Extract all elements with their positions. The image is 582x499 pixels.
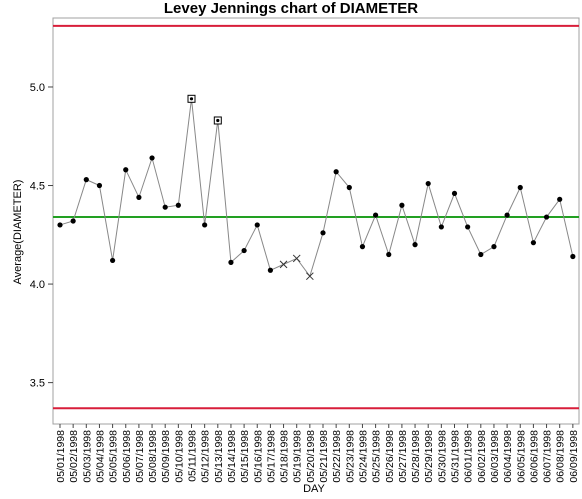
data-point — [465, 224, 471, 230]
data-point — [333, 169, 339, 175]
series-line — [59, 98, 574, 278]
data-point — [123, 167, 129, 173]
x-tick-label: 05/08/1998 — [147, 430, 159, 483]
data-point-excluded — [292, 254, 301, 263]
x-tick-label: 05/13/1998 — [213, 430, 225, 483]
x-tick-label: 05/20/1998 — [305, 430, 317, 483]
y-tick-label: 5.0 — [30, 82, 45, 94]
x-tick-label: 06/03/1998 — [489, 430, 501, 483]
x-tick-label: 05/26/1998 — [384, 430, 396, 483]
x-tick-label: 05/06/1998 — [121, 430, 133, 483]
x-tick-label: 05/03/1998 — [81, 430, 93, 483]
x-tick-label: 06/06/1998 — [528, 430, 540, 483]
x-tick-label: 05/27/1998 — [397, 430, 409, 483]
data-point — [175, 202, 181, 208]
y-tick-label: 4.0 — [30, 279, 45, 291]
data-point — [320, 230, 326, 236]
data-point — [228, 259, 234, 265]
data-point — [57, 222, 63, 228]
x-tick-label: 06/09/1998 — [568, 430, 580, 483]
x-tick-label: 06/05/1998 — [515, 430, 527, 483]
x-tick-label: 05/05/1998 — [108, 430, 120, 483]
y-tick-label: 3.5 — [30, 378, 45, 390]
data-point — [254, 222, 260, 228]
data-point — [149, 155, 155, 161]
data-point — [373, 212, 379, 218]
data-point-center — [216, 118, 220, 123]
x-tick-label: 05/23/1998 — [344, 430, 356, 483]
x-tick-label: 05/28/1998 — [410, 430, 422, 483]
data-point-excluded — [279, 260, 288, 269]
data-point — [202, 222, 208, 228]
x-tick-label: 05/04/1998 — [94, 430, 106, 483]
data-point — [425, 180, 431, 187]
x-tick-label: 06/04/1998 — [502, 430, 514, 483]
x-tick-label: 05/31/1998 — [450, 430, 462, 483]
x-tick-label: 05/15/1998 — [239, 430, 251, 483]
data-point — [557, 196, 563, 202]
x-tick-label: 05/19/1998 — [292, 430, 304, 483]
x-tick-label: 05/14/1998 — [226, 430, 238, 483]
data-point — [241, 247, 247, 254]
x-tick-label: 05/22/1998 — [331, 430, 343, 483]
data-point — [346, 184, 352, 191]
x-tick-label: 05/02/1998 — [68, 430, 80, 483]
data-point-center — [189, 97, 194, 101]
data-point — [412, 242, 418, 248]
data-point — [96, 182, 103, 189]
x-tick-label: 05/25/1998 — [371, 430, 383, 483]
x-tick-label: 06/02/1998 — [476, 430, 488, 483]
x-tick-label: 06/07/1998 — [542, 430, 554, 483]
x-tick-label: 05/11/1998 — [187, 430, 199, 482]
plot-frame — [52, 17, 580, 425]
x-tick-label: 05/10/1998 — [173, 430, 185, 483]
x-tick-label: 05/16/1998 — [252, 430, 264, 483]
x-tick-label: 05/17/1998 — [265, 430, 277, 483]
data-point — [543, 214, 550, 220]
data-point — [110, 257, 116, 264]
data-point — [504, 212, 510, 218]
x-tick-label: 05/30/1998 — [436, 430, 448, 483]
data-point — [83, 177, 89, 183]
x-tick-label: 05/24/1998 — [357, 430, 369, 483]
x-tick-label: 05/12/1998 — [200, 430, 212, 483]
x-tick-label: 06/01/1998 — [463, 430, 475, 483]
data-point — [359, 244, 366, 250]
x-tick-label: 05/21/1998 — [318, 430, 330, 483]
data-point — [570, 253, 576, 260]
data-point — [136, 194, 142, 200]
data-point — [517, 184, 523, 191]
data-point — [399, 202, 405, 208]
x-axis-label: DAY — [303, 483, 325, 495]
data-point-excluded — [305, 272, 314, 281]
data-point — [386, 251, 392, 258]
data-point — [438, 224, 444, 230]
data-point — [162, 204, 168, 210]
data-point — [491, 244, 497, 250]
x-tick-label: 05/01/1998 — [55, 430, 67, 483]
data-point — [70, 218, 76, 224]
chart-title: Levey Jennings chart of DIAMETER — [163, 0, 419, 17]
data-point — [267, 267, 273, 273]
x-tick-label: 06/08/1998 — [555, 430, 567, 483]
data-point — [478, 251, 484, 258]
y-tick-label: 4.5 — [30, 181, 45, 193]
x-tick-label: 05/29/1998 — [423, 430, 435, 483]
x-tick-label: 05/18/1998 — [279, 430, 291, 483]
data-point — [530, 240, 537, 246]
data-point — [451, 190, 458, 197]
x-tick-label: 05/07/1998 — [134, 430, 146, 483]
x-tick-label: 05/09/1998 — [160, 430, 172, 483]
